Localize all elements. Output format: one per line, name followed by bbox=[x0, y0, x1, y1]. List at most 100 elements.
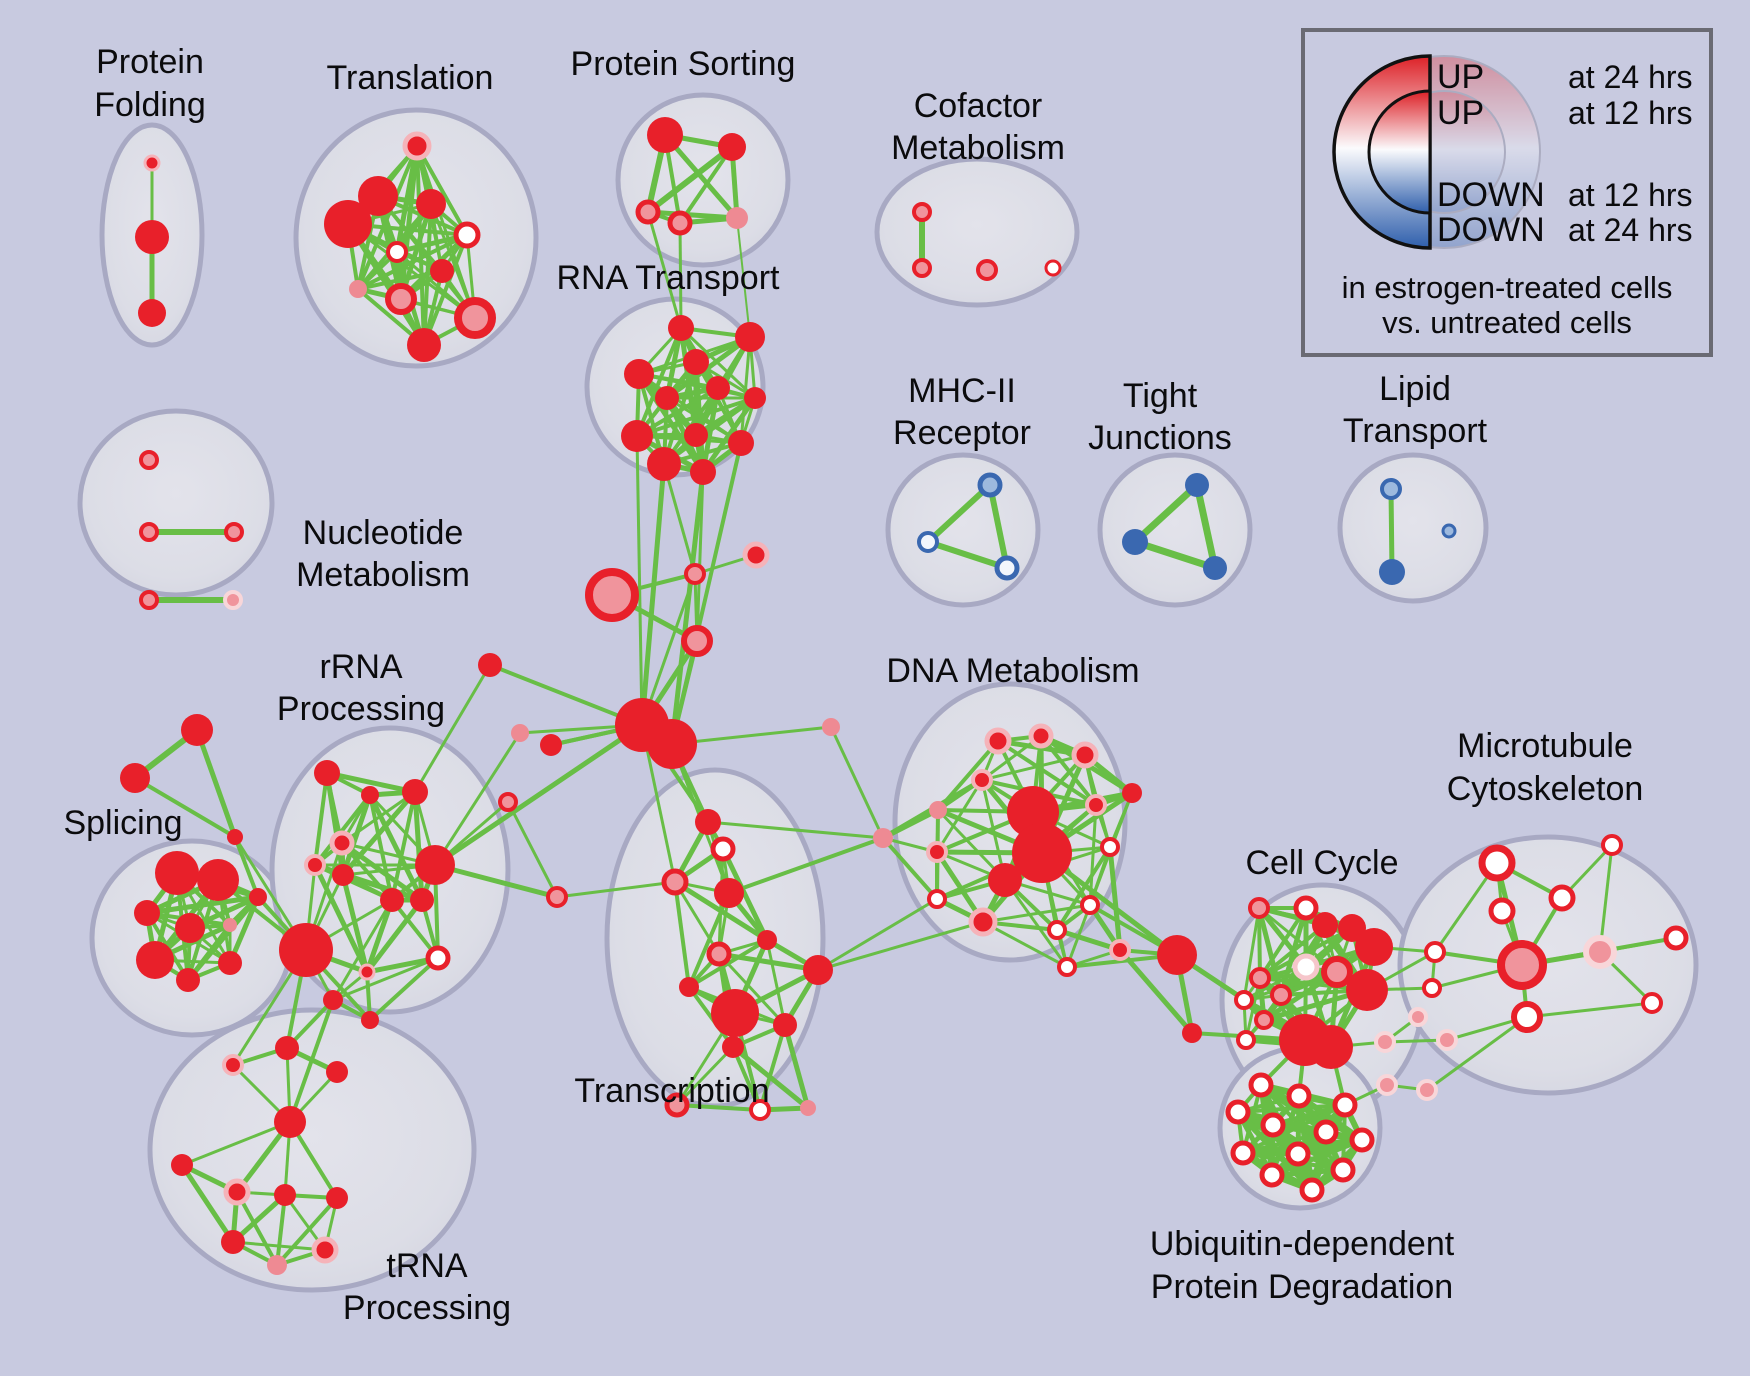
cluster-ellipse-trna-processing bbox=[147, 1007, 477, 1293]
network-node-protein-sorting bbox=[726, 207, 748, 229]
network-edge bbox=[1133, 538, 1217, 572]
network-node-connectors bbox=[1422, 978, 1442, 998]
legend-direction-label: UP bbox=[1437, 58, 1484, 96]
network-node-microtubule-cytoskeleton bbox=[1583, 935, 1617, 969]
network-node-dna-metabolism bbox=[927, 889, 947, 909]
network-node-connectors bbox=[478, 653, 502, 677]
network-node-translation bbox=[358, 176, 398, 216]
network-edge bbox=[433, 722, 644, 868]
network-edge bbox=[186, 895, 260, 982]
network-edge bbox=[275, 1196, 339, 1267]
cluster-label-nucleotide-metabolism: Metabolism bbox=[296, 556, 470, 594]
network-node-ubiquitin-degradation bbox=[1260, 1112, 1286, 1138]
network-node-trna-processing bbox=[274, 1184, 296, 1206]
network-node-splicing bbox=[134, 900, 160, 926]
network-node-protein-sorting bbox=[635, 199, 661, 225]
network-edge bbox=[1258, 923, 1327, 980]
network-node-cofactor-metabolism bbox=[912, 202, 932, 222]
network-edge bbox=[340, 874, 370, 973]
network-node-transcription bbox=[714, 878, 744, 908]
network-node-rna-transport bbox=[728, 430, 754, 456]
network-edge bbox=[731, 1045, 810, 1110]
network-edge bbox=[133, 776, 237, 839]
cluster-label-splicing: Splicing bbox=[63, 804, 182, 842]
network-edge bbox=[342, 872, 423, 903]
network-node-rrna-processing bbox=[361, 1011, 379, 1029]
legend-time-label: at 12 hrs bbox=[1568, 95, 1693, 131]
network-edge bbox=[695, 471, 705, 642]
legend-direction-label: UP bbox=[1437, 94, 1484, 132]
network-node-trna-processing bbox=[221, 1230, 245, 1254]
network-node-transcription bbox=[800, 1100, 816, 1116]
network-node-dna-metabolism bbox=[984, 727, 1012, 755]
network-node-microtubule-cytoskeleton bbox=[1497, 940, 1547, 990]
network-node-ubiquitin-degradation bbox=[1349, 1127, 1375, 1153]
cluster-label-dna-metabolism: DNA Metabolism bbox=[886, 652, 1139, 690]
network-node-dna-metabolism bbox=[1080, 895, 1100, 915]
network-edge bbox=[506, 801, 559, 898]
cluster-label-lipid-transport: Transport bbox=[1343, 412, 1488, 450]
legend-donut-inner-half bbox=[1367, 89, 1432, 215]
network-edge bbox=[332, 956, 439, 1002]
network-node-mhc-ii-receptor bbox=[994, 555, 1020, 581]
cluster-label-microtubule-cytoskeleton: Cytoskeleton bbox=[1447, 770, 1644, 808]
network-edge bbox=[412, 791, 425, 901]
network-node-rrna-processing bbox=[380, 888, 404, 912]
network-edge bbox=[489, 663, 643, 727]
network-edge bbox=[678, 222, 683, 329]
network-node-dna-metabolism bbox=[1057, 957, 1077, 977]
network-edge bbox=[1259, 926, 1353, 980]
network-node-transcription bbox=[711, 989, 759, 1037]
network-node-protein-folding bbox=[138, 299, 166, 327]
network-node-lipid-transport bbox=[1380, 478, 1402, 500]
network-node-transcription bbox=[710, 836, 736, 862]
network-edge bbox=[1055, 845, 1112, 932]
network-node-transcription bbox=[546, 886, 568, 908]
cluster-ellipse-tight-junctions bbox=[1097, 452, 1253, 608]
cluster-label-protein-folding: Protein bbox=[96, 43, 204, 81]
cluster-label-ubiquitin-degradation: Ubiquitin-dependent bbox=[1150, 1225, 1455, 1263]
network-edge bbox=[678, 145, 734, 225]
network-node-nucleotide-metabolism bbox=[224, 522, 244, 542]
network-node-cell-cycle bbox=[1293, 895, 1319, 921]
network-node-translation bbox=[386, 241, 408, 263]
network-node-transcription bbox=[706, 941, 732, 967]
cluster-label-mhc-ii-receptor: Receptor bbox=[893, 414, 1031, 452]
network-node-nucleotide-metabolism bbox=[139, 450, 159, 470]
cluster-label-cofactor-metabolism: Cofactor bbox=[914, 87, 1043, 125]
network-edge bbox=[782, 1024, 811, 1109]
network-node-ubiquitin-degradation bbox=[1286, 1083, 1312, 1109]
network-node-protein-sorting bbox=[667, 210, 693, 236]
network-node-rna-transport bbox=[621, 420, 653, 452]
network-node-rrna-processing bbox=[358, 963, 376, 981]
network-edge bbox=[1258, 906, 1308, 980]
network-node-connectors bbox=[540, 734, 562, 756]
network-edge bbox=[413, 664, 492, 793]
network-node-splicing bbox=[249, 888, 267, 906]
network-node-microtubule-cytoskeleton bbox=[1663, 925, 1689, 951]
network-edge bbox=[646, 144, 734, 215]
cluster-ellipse-mhc-ii-receptor bbox=[885, 452, 1041, 608]
network-node-connectors bbox=[227, 829, 243, 845]
network-node-transcription bbox=[661, 868, 689, 896]
network-node-rrna-processing bbox=[329, 830, 355, 856]
network-node-dna-metabolism bbox=[1047, 920, 1067, 940]
cluster-label-ubiquitin-degradation: Protein Degradation bbox=[1151, 1268, 1453, 1306]
network-node-translation bbox=[416, 189, 446, 219]
network-node-rna-transport bbox=[683, 349, 709, 375]
network-node-rrna-processing bbox=[279, 923, 333, 977]
legend-caption: vs. untreated cells bbox=[1382, 305, 1632, 340]
network-edge bbox=[275, 1194, 287, 1266]
cluster-ellipse-cofactor-metabolism bbox=[874, 156, 1080, 308]
network-node-rna-transport bbox=[690, 459, 716, 485]
network-edge bbox=[739, 336, 752, 444]
network-edge bbox=[707, 820, 884, 840]
network-node-connectors bbox=[681, 625, 713, 657]
network-node-rrna-processing bbox=[332, 864, 354, 886]
network-edge bbox=[720, 847, 770, 942]
network-node-ubiquitin-degradation bbox=[1330, 1157, 1356, 1183]
network-edge bbox=[368, 794, 394, 901]
network-edge bbox=[1242, 907, 1261, 1001]
network-node-connectors bbox=[498, 792, 518, 812]
network-edge bbox=[673, 881, 691, 988]
